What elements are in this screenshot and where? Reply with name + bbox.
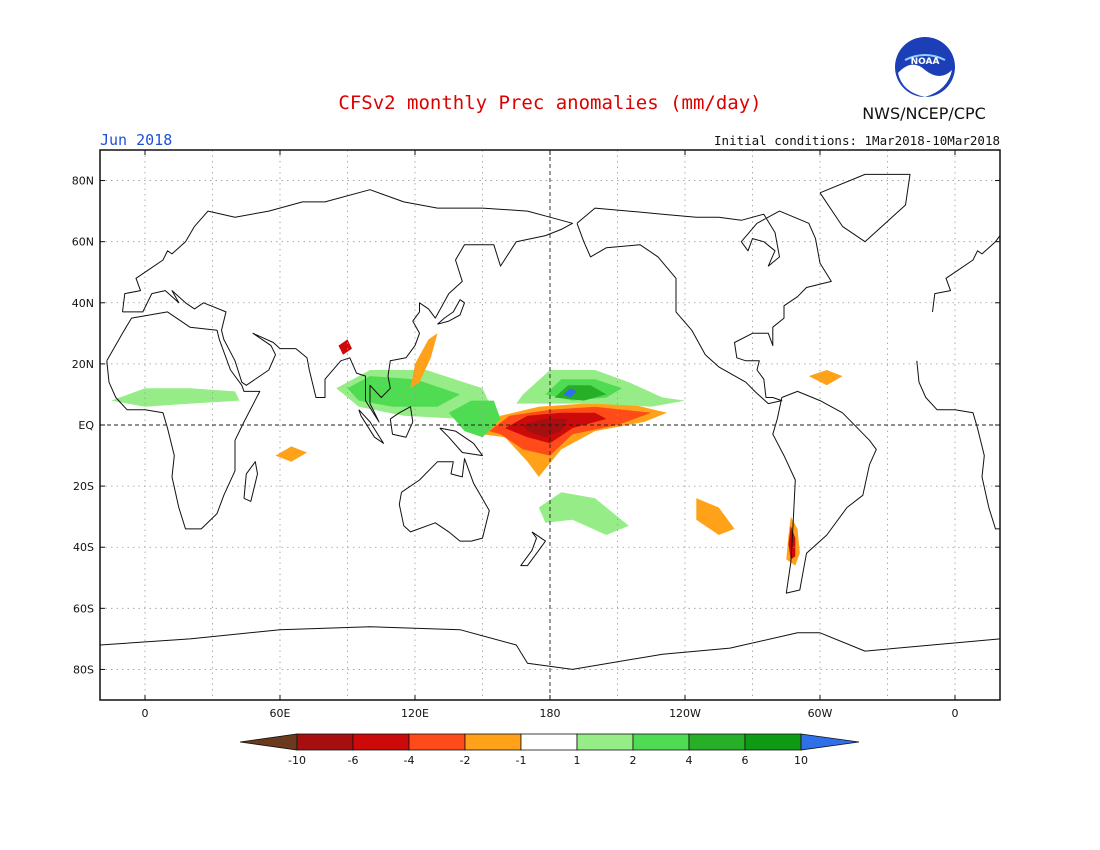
coastline-greenland (819, 173, 911, 243)
coastline-madagascar (243, 461, 258, 502)
map-title: CFSv2 monthly Prec anomalies (mm/day) (338, 92, 761, 114)
coastline-north-america (576, 207, 832, 405)
colorbar-swatch-2 (352, 733, 410, 751)
anomaly-southeast-pacific-dry (696, 498, 735, 535)
lon-label-180: 180 (540, 707, 561, 720)
colorbar-arrow-high (800, 733, 860, 751)
anomaly-layer (111, 333, 843, 566)
colorbar-label-6: 6 (742, 754, 749, 767)
colorbar-swatch-7 (632, 733, 690, 751)
anomaly-southern-pacific-wet (538, 492, 629, 535)
lon-label-0: 0 (952, 707, 959, 720)
coastline-layer (99, 173, 1001, 670)
lat-label-40S: 40S (73, 541, 94, 554)
anomaly-maritime-wet-core (347, 376, 460, 407)
lon-label-120E: 120E (401, 707, 429, 720)
coastline-new-zealand (520, 531, 546, 567)
anomaly-philippines-dry (410, 333, 438, 389)
colorbar-swatch-3 (408, 733, 466, 751)
colorbar-label--10: -10 (288, 754, 306, 767)
colorbar-swatch-1 (296, 733, 354, 751)
noaa-logo-text: NOAA (911, 57, 940, 67)
lat-label-20S: 20S (73, 480, 94, 493)
colorbar-arrow-low (239, 733, 298, 751)
initial-conditions: Initial conditions: 1Mar2018-10Mar2018 (714, 133, 1000, 148)
colorbar-swatch-6 (576, 733, 634, 751)
lat-label-80S: 80S (73, 663, 94, 676)
anomaly-itcz-wet-blue (563, 388, 577, 398)
lat-label-20N: 20N (72, 358, 94, 371)
colorbar-label--1: -1 (516, 754, 527, 767)
anomaly-caribbean-dry (808, 370, 843, 386)
coastline-eurasia (122, 189, 573, 423)
coastline-sumatra (358, 409, 384, 444)
coastline-borneo (389, 406, 414, 438)
reference-lines (100, 150, 1000, 700)
lat-label-40N: 40N (72, 297, 94, 310)
coastline-south-america (772, 390, 877, 594)
anomaly-bay-of-bengal-dry (338, 339, 352, 355)
lon-label-60E: 60E (270, 707, 291, 720)
colorbar-swatch-4 (464, 733, 522, 751)
coastline-antarctica (99, 626, 1001, 670)
lon-label-0: 0 (142, 707, 149, 720)
coastline-africa-repeat (916, 360, 1000, 530)
coastline-new-guinea (439, 427, 483, 457)
lon-label-120W: 120W (669, 707, 701, 720)
colorbar: -10 -6 -4 -2 -1 1 2 4 6 10 (239, 733, 860, 767)
coastline-australia (398, 458, 490, 542)
coastline-europe-repeat (932, 235, 1001, 312)
colorbar-label--6: -6 (348, 754, 359, 767)
colorbar-label-2: 2 (630, 754, 637, 767)
colorbar-label--4: -4 (404, 754, 415, 767)
colorbar-label-10: 10 (794, 754, 808, 767)
anomaly-africa-wet (111, 388, 240, 407)
lat-label-80N: 80N (72, 175, 94, 188)
latitude-labels: 80N 60N 40N 20N EQ 20S 40S 60S 80S (72, 175, 1000, 676)
anomaly-indian-ocean-dry (275, 446, 307, 462)
colorbar-swatch-9 (744, 733, 802, 751)
longitude-labels: 0 60E 120E 180 120W 60W 0 (142, 150, 959, 720)
lon-label-60W: 60W (808, 707, 833, 720)
coastline-japan (437, 299, 465, 325)
lat-label-60N: 60N (72, 236, 94, 249)
forecast-month: Jun 2018 (100, 131, 172, 149)
precipitation-anomaly-map: 80N 60N 40N 20N EQ 20S 40S 60S 80S 0 60E 120E 180 12… (72, 149, 1001, 720)
agency-label: NWS/NCEP/CPC (862, 104, 986, 123)
lat-label-EQ: EQ (78, 419, 94, 432)
anomaly-itcz-wet-max (554, 385, 607, 401)
colorbar-swatch-5 (520, 733, 578, 751)
colorbar-label-4: 4 (686, 754, 693, 767)
lat-label-60S: 60S (73, 602, 94, 615)
colorbar-swatch-8 (688, 733, 746, 751)
noaa-logo: NOAA (895, 37, 955, 97)
anomaly-west-pacific-wet (448, 400, 501, 438)
colorbar-label--2: -2 (460, 754, 471, 767)
anomaly-central-pacific-dry-max (523, 418, 568, 438)
coastline-africa (106, 311, 261, 530)
colorbar-label-1: 1 (574, 754, 581, 767)
